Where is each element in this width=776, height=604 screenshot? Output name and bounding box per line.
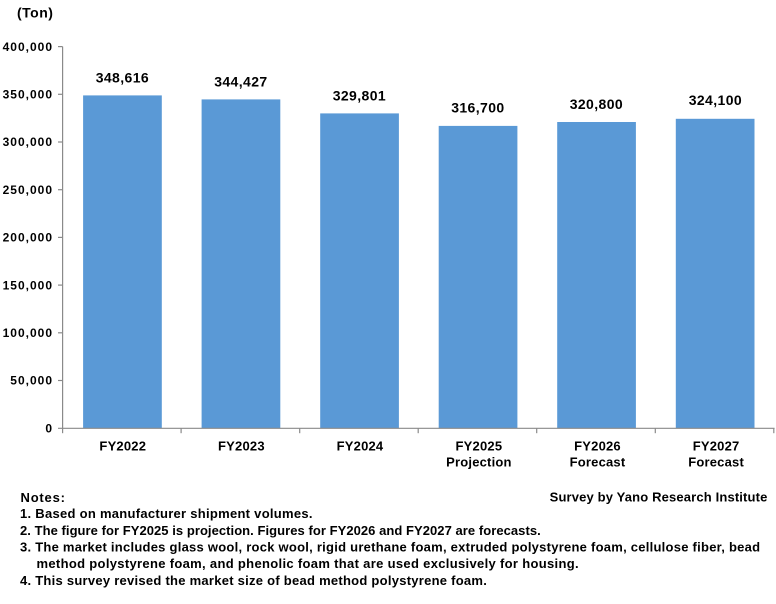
svg-text:150,000: 150,000 [3,278,53,292]
svg-text:FY2022: FY2022 [99,439,146,454]
svg-text:344,427: 344,427 [214,74,267,90]
svg-text:0: 0 [45,421,53,435]
svg-text:300,000: 300,000 [3,135,53,149]
svg-text:3. The market includes glass w: 3. The market includes glass wool, rock … [20,540,760,555]
svg-text:4. This survey revised the mar: 4. This survey revised the market size o… [20,573,487,588]
svg-text:350,000: 350,000 [3,88,53,102]
svg-text:Forecast: Forecast [688,455,744,470]
svg-text:FY2024: FY2024 [337,439,384,454]
svg-text:50,000: 50,000 [10,374,53,388]
svg-text:100,000: 100,000 [3,326,53,340]
svg-text:250,000: 250,000 [3,183,53,197]
svg-text:348,616: 348,616 [96,70,149,86]
svg-text:FY2023: FY2023 [218,439,265,454]
svg-text:Notes:: Notes: [21,490,66,505]
svg-text:Survey by Yano Research Instit: Survey by Yano Research Institute [550,490,768,505]
svg-text:316,700: 316,700 [451,100,504,116]
svg-text:324,100: 324,100 [689,92,742,108]
svg-text:200,000: 200,000 [3,231,53,245]
svg-text:FY2027: FY2027 [693,439,740,454]
svg-text:1. Based on manufacturer shipm: 1. Based on manufacturer shipment volume… [20,506,313,521]
svg-text:329,801: 329,801 [333,88,386,104]
svg-text:320,800: 320,800 [570,96,623,112]
svg-text:Projection: Projection [446,455,512,470]
svg-text:Forecast: Forecast [570,455,626,470]
svg-text:FY2026: FY2026 [574,439,621,454]
svg-text:(Ton): (Ton) [17,5,53,21]
svg-text:FY2025: FY2025 [456,439,503,454]
svg-text:400,000: 400,000 [3,40,53,54]
svg-text:2. The figure for FY2025 is pr: 2. The figure for FY2025 is projection. … [20,523,541,538]
svg-text:method polystyrene foam, and p: method polystyrene foam, and phenolic fo… [37,556,579,571]
